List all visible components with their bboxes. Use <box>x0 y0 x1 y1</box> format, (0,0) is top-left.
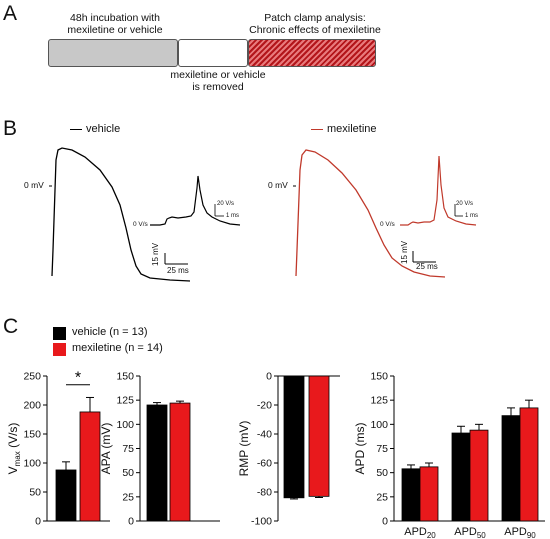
timeline-step2-label: mexiletine or vehicle is removed <box>170 69 266 93</box>
y-axis-label: APA (mV) <box>99 423 113 475</box>
y-axis-label: RMP (mV) <box>237 421 251 477</box>
panel-label-b: B <box>3 117 18 140</box>
y-tick-label: 125 <box>370 395 388 407</box>
x-category-label: APD50 <box>454 526 486 539</box>
y-tick-label: 200 <box>23 400 41 412</box>
vehicle-ap-trace <box>51 147 191 282</box>
legend-mexiletine-swatch <box>53 343 66 356</box>
mexiletine-bar <box>519 407 539 522</box>
legend-vehicle-label: vehicle (n = 13) <box>72 326 148 338</box>
timeline-step1-label: 48h incubation with mexiletine or vehicl… <box>67 12 163 36</box>
y-tick-label: 150 <box>116 371 134 383</box>
y-tick-label: 0 <box>35 516 41 528</box>
legend-vehicle-swatch <box>53 327 66 340</box>
timeline-step3-label: Patch clamp analysis: Chronic effects of… <box>249 12 381 36</box>
panel-label-c: C <box>3 315 19 338</box>
significance-star: * <box>75 370 81 387</box>
vehicle-scale-time-label: 25 ms <box>167 266 189 275</box>
vehicle-trace-label: vehicle <box>86 123 121 135</box>
y-tick-label: 125 <box>116 395 134 407</box>
y-tick-label: 50 <box>29 487 41 499</box>
y-tick-label: 100 <box>116 419 134 431</box>
y-tick-label: 75 <box>122 443 134 455</box>
vehicle-zero-mv-label: 0 mV <box>24 180 44 190</box>
y-tick-label: 25 <box>376 491 388 503</box>
y-tick-label: -40 <box>257 429 272 441</box>
y-tick-label: 150 <box>370 371 388 383</box>
mexiletine-zero-vs-label: 0 V/s <box>380 221 395 228</box>
mexiletine-ap-trace <box>295 149 446 278</box>
vehicle-zero-vs-label: 0 V/s <box>133 221 148 228</box>
y-tick-label: 0 <box>382 516 388 528</box>
panel-label-a: A <box>3 2 18 25</box>
y-tick-label: 25 <box>122 491 134 503</box>
y-tick-label: 50 <box>122 467 134 479</box>
vehicle-inset-scale-t-label: 1 ms <box>226 213 240 219</box>
y-tick-label: 150 <box>23 429 41 441</box>
vehicle-inset-scale-v-label: 20 V/s <box>217 201 235 207</box>
y-axis-label: Vmax (V/s) <box>6 423 22 475</box>
mexiletine-bar <box>79 411 101 522</box>
timeline-washout-bar <box>178 39 248 67</box>
mexiletine-trace-legend-line <box>311 129 323 130</box>
mexiletine-trace-label: mexiletine <box>327 123 377 135</box>
vehicle-dvdt-trace <box>150 175 241 226</box>
mexiletine-bar <box>419 466 439 522</box>
vehicle-bar <box>146 404 168 522</box>
y-tick-label: -80 <box>257 487 272 499</box>
mexiletine-bar <box>169 402 191 522</box>
mexiletine-bar <box>308 375 330 497</box>
y-tick-label: -20 <box>257 400 272 412</box>
y-tick-label: 50 <box>376 467 388 479</box>
vehicle-bar <box>501 415 521 522</box>
x-category-label: APD20 <box>404 526 436 539</box>
vehicle-bar <box>401 468 421 522</box>
vehicle-bar <box>283 375 305 499</box>
vehicle-bar <box>451 432 471 522</box>
timeline-incubation-bar <box>48 39 178 67</box>
timeline-patch-clamp-bar <box>248 39 376 67</box>
y-tick-label: 250 <box>23 371 41 383</box>
mexiletine-dvdt-trace <box>400 155 477 226</box>
mexiletine-zero-mv-label: 0 mV <box>268 180 288 190</box>
vehicle-trace-legend-line <box>70 129 82 130</box>
legend-mexiletine-label: mexiletine (n = 14) <box>72 342 163 354</box>
mexiletine-bar <box>469 429 489 522</box>
y-tick-label: 75 <box>376 443 388 455</box>
y-tick-label: 0 <box>266 371 272 383</box>
y-tick-label: 0 <box>128 516 134 528</box>
y-tick-label: 100 <box>23 458 41 470</box>
mexiletine-inset-scale-t-label: 1 ms <box>465 213 479 219</box>
vehicle-bar <box>55 469 77 522</box>
y-tick-label: 100 <box>370 419 388 431</box>
y-tick-label: -60 <box>257 458 272 470</box>
mexiletine-inset-scale-v-label: 20 V/s <box>456 201 474 207</box>
y-axis-label: APD (ms) <box>353 423 367 475</box>
x-category-label: APD90 <box>504 526 536 539</box>
y-tick-label: -100 <box>251 516 272 528</box>
mexiletine-scale-time-label: 25 ms <box>416 262 438 271</box>
